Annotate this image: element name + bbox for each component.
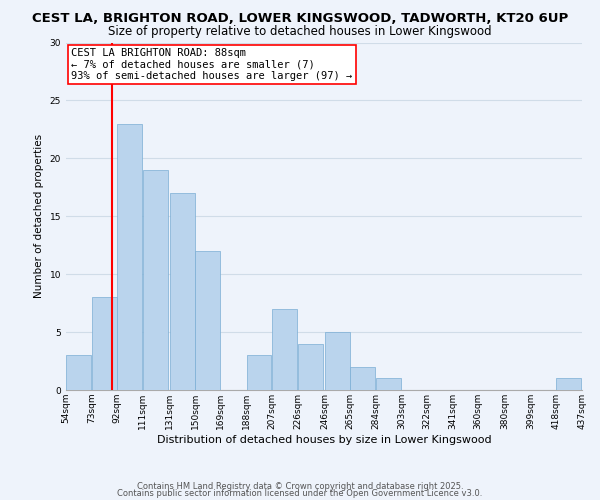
Text: Size of property relative to detached houses in Lower Kingswood: Size of property relative to detached ho…	[108, 25, 492, 38]
Text: CEST LA BRIGHTON ROAD: 88sqm
← 7% of detached houses are smaller (7)
93% of semi: CEST LA BRIGHTON ROAD: 88sqm ← 7% of det…	[71, 48, 352, 81]
Bar	[272, 309, 297, 390]
Y-axis label: Number of detached properties: Number of detached properties	[34, 134, 44, 298]
Bar	[325, 332, 350, 390]
Bar	[298, 344, 323, 390]
Bar	[350, 367, 375, 390]
Bar	[117, 124, 142, 390]
Text: Contains public sector information licensed under the Open Government Licence v3: Contains public sector information licen…	[118, 489, 482, 498]
Text: Contains HM Land Registry data © Crown copyright and database right 2025.: Contains HM Land Registry data © Crown c…	[137, 482, 463, 491]
Bar	[170, 193, 194, 390]
X-axis label: Distribution of detached houses by size in Lower Kingswood: Distribution of detached houses by size …	[157, 434, 491, 444]
Bar	[556, 378, 581, 390]
Bar	[376, 378, 401, 390]
Bar	[143, 170, 168, 390]
Bar	[196, 251, 220, 390]
Bar	[66, 355, 91, 390]
Bar	[92, 298, 116, 390]
Text: CEST LA, BRIGHTON ROAD, LOWER KINGSWOOD, TADWORTH, KT20 6UP: CEST LA, BRIGHTON ROAD, LOWER KINGSWOOD,…	[32, 12, 568, 26]
Bar	[247, 355, 271, 390]
